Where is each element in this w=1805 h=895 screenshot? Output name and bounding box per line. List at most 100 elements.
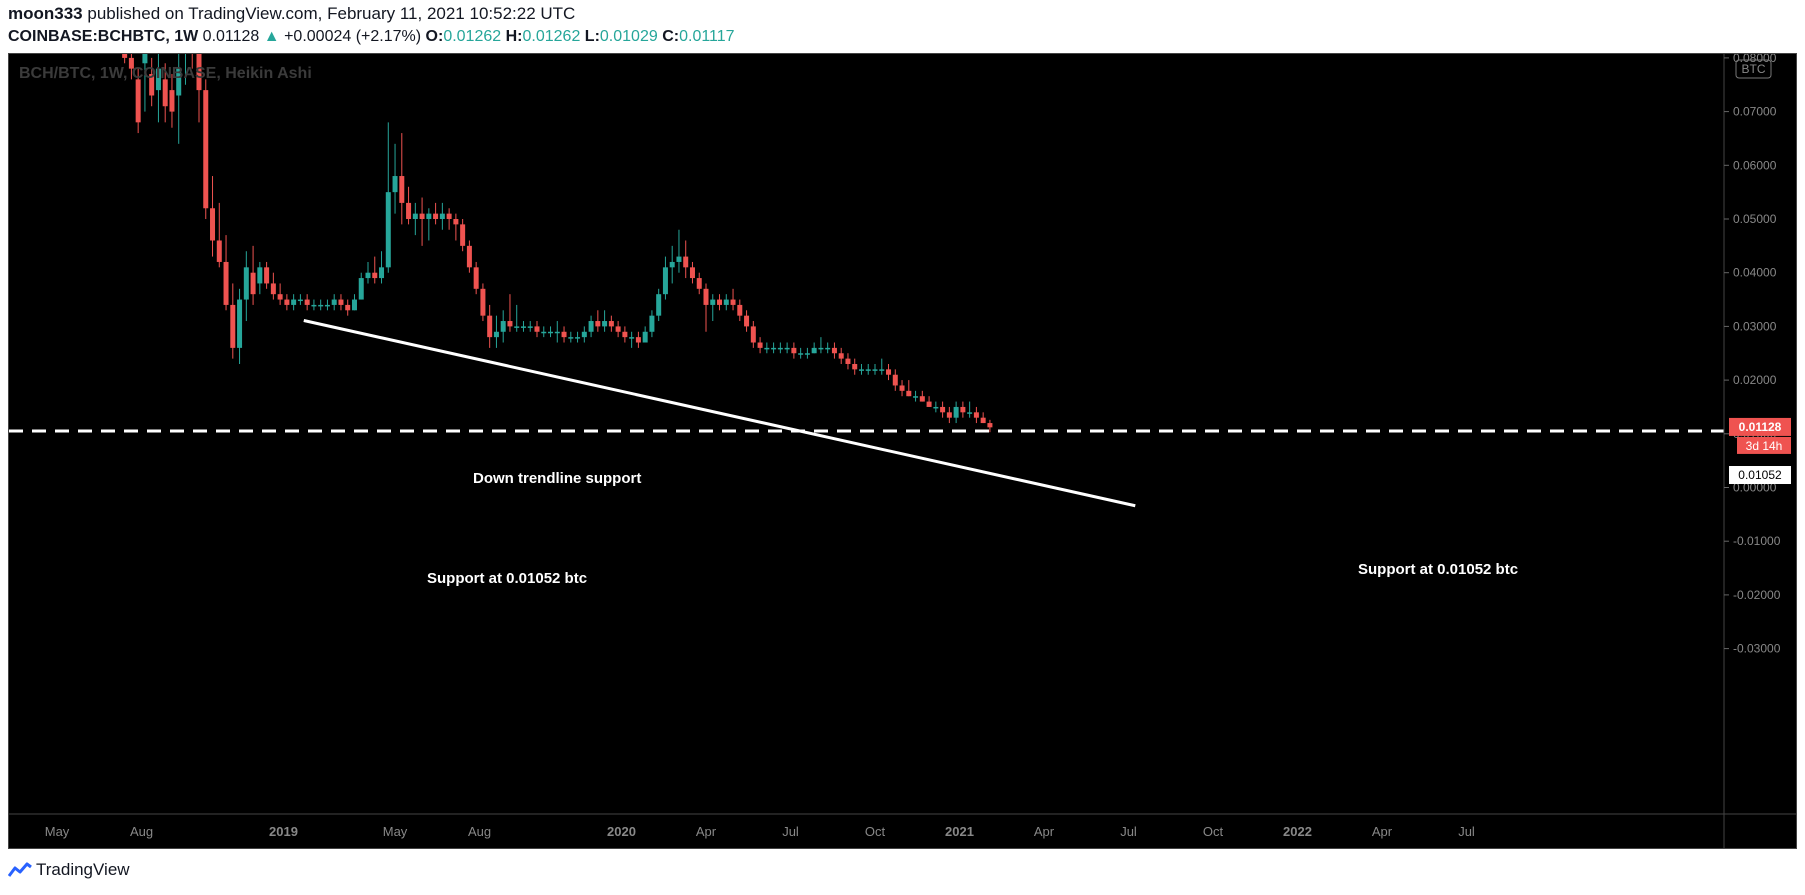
candle-body bbox=[439, 213, 445, 219]
candle-body bbox=[250, 272, 256, 295]
currency-badge: BTC bbox=[1735, 59, 1772, 79]
candle-body bbox=[811, 347, 817, 354]
candle-body bbox=[351, 299, 357, 311]
candle-body bbox=[149, 74, 155, 96]
y-tick-label: -0.03000 bbox=[1733, 642, 1781, 656]
candle-body bbox=[520, 326, 526, 328]
candle-body bbox=[852, 363, 858, 370]
change-arrow-icon: ▲ bbox=[263, 28, 280, 45]
y-tick-label: 0.06000 bbox=[1733, 158, 1777, 172]
candle-body bbox=[892, 374, 898, 386]
candle-body bbox=[919, 396, 925, 402]
candle-body bbox=[297, 299, 303, 302]
support-annotation-left[interactable]: Support at 0.01052 btc bbox=[427, 570, 587, 587]
candle-body bbox=[480, 288, 486, 316]
candle-body bbox=[358, 278, 364, 300]
candle-body bbox=[142, 54, 148, 64]
candle-body bbox=[838, 353, 844, 359]
close-value: 0.01117 bbox=[679, 28, 735, 45]
candle-body bbox=[940, 406, 946, 413]
candle-body bbox=[169, 90, 175, 112]
candle-body bbox=[622, 331, 628, 338]
candle-body bbox=[406, 202, 412, 219]
candle-body bbox=[365, 272, 371, 279]
x-tick-label: Aug bbox=[130, 824, 153, 839]
candle-body bbox=[196, 54, 202, 91]
candle-body bbox=[858, 369, 864, 371]
candle-body bbox=[886, 369, 892, 375]
candle-body bbox=[568, 337, 574, 339]
candle-body bbox=[453, 219, 459, 225]
candle-body bbox=[629, 337, 635, 339]
candle-body bbox=[291, 299, 297, 305]
price-axis[interactable]: 0.090000.080000.070000.060000.050000.040… bbox=[1724, 54, 1781, 656]
support-annotation-right[interactable]: Support at 0.01052 btc bbox=[1358, 561, 1518, 578]
y-tick-label: 0.08000 bbox=[1733, 54, 1777, 65]
candle-body bbox=[933, 406, 939, 409]
y-tick-label: 0.05000 bbox=[1733, 212, 1777, 226]
y-tick-label: -0.02000 bbox=[1733, 588, 1781, 602]
x-tick-label: Jul bbox=[1120, 824, 1137, 839]
ohlc-bar: COINBASE:BCHBTC, 1W 0.01128 ▲ +0.00024 (… bbox=[8, 28, 735, 46]
candle-body bbox=[608, 321, 614, 327]
y-tick-label: 0.07000 bbox=[1733, 105, 1777, 119]
candle-body bbox=[257, 267, 263, 284]
high-value: 0.01262 bbox=[522, 28, 581, 45]
trendline-annotation[interactable]: Down trendline support bbox=[473, 470, 641, 487]
candle-body bbox=[527, 326, 533, 328]
chart-frame[interactable]: BCH/BTC, 1W, COINBASE, Heikin Ashi Down … bbox=[8, 53, 1797, 849]
candle-body bbox=[311, 304, 317, 307]
candle-body bbox=[155, 68, 161, 91]
candle-body bbox=[899, 385, 905, 391]
candle-body bbox=[500, 321, 506, 332]
candle-body bbox=[764, 347, 770, 350]
candle-body bbox=[460, 224, 466, 246]
x-tick-label: 2020 bbox=[607, 824, 636, 839]
down-trendline[interactable] bbox=[303, 319, 1136, 508]
price-chart[interactable]: BCH/BTC, 1W, COINBASE, Heikin Ashi Down … bbox=[9, 54, 1797, 849]
candle-body bbox=[122, 54, 128, 58]
candle-body bbox=[230, 304, 236, 348]
candle-body bbox=[331, 299, 337, 305]
candle-body bbox=[372, 272, 378, 279]
candle-body bbox=[960, 406, 966, 413]
candle-body bbox=[913, 396, 919, 398]
candle-body bbox=[548, 331, 554, 334]
candle-body bbox=[203, 90, 209, 209]
candle-body bbox=[730, 299, 736, 305]
candle-body bbox=[466, 245, 472, 268]
candle-body bbox=[588, 321, 594, 332]
candle-body bbox=[493, 331, 499, 338]
candle-body bbox=[223, 261, 229, 305]
candle-body bbox=[135, 79, 141, 123]
candle-body bbox=[635, 337, 641, 343]
close-label: C: bbox=[662, 28, 680, 45]
candle-body bbox=[946, 412, 952, 418]
candle-body bbox=[906, 390, 912, 397]
candle-body bbox=[757, 342, 763, 348]
candle-body bbox=[304, 299, 310, 305]
open-value: 0.01262 bbox=[443, 28, 502, 45]
candle-body bbox=[399, 176, 405, 203]
candle-body bbox=[669, 261, 675, 268]
candle-body bbox=[750, 326, 756, 343]
support-price-label: 0.01052 bbox=[1738, 468, 1782, 482]
candle-body bbox=[656, 294, 662, 316]
candle-body bbox=[426, 213, 432, 219]
candle-body bbox=[284, 299, 290, 305]
candle-body bbox=[385, 192, 391, 268]
candle-body bbox=[791, 347, 797, 354]
x-tick-label: Oct bbox=[1203, 824, 1224, 839]
candle-body bbox=[514, 326, 520, 328]
x-tick-label: May bbox=[383, 824, 408, 839]
candle-body bbox=[534, 326, 540, 332]
candle-body bbox=[412, 213, 418, 219]
time-axis[interactable]: May Aug 2019 May Aug 2020 Apr Jul Oct 2021 Apr Jul O… bbox=[45, 824, 1475, 839]
author-name[interactable]: moon333 bbox=[8, 4, 83, 23]
candle-body bbox=[717, 299, 723, 305]
tradingview-footer[interactable]: TradingView bbox=[8, 860, 130, 880]
candle-body bbox=[318, 304, 324, 307]
candle-body bbox=[662, 267, 668, 295]
candle-body bbox=[561, 331, 567, 338]
candles-layer bbox=[122, 54, 993, 433]
